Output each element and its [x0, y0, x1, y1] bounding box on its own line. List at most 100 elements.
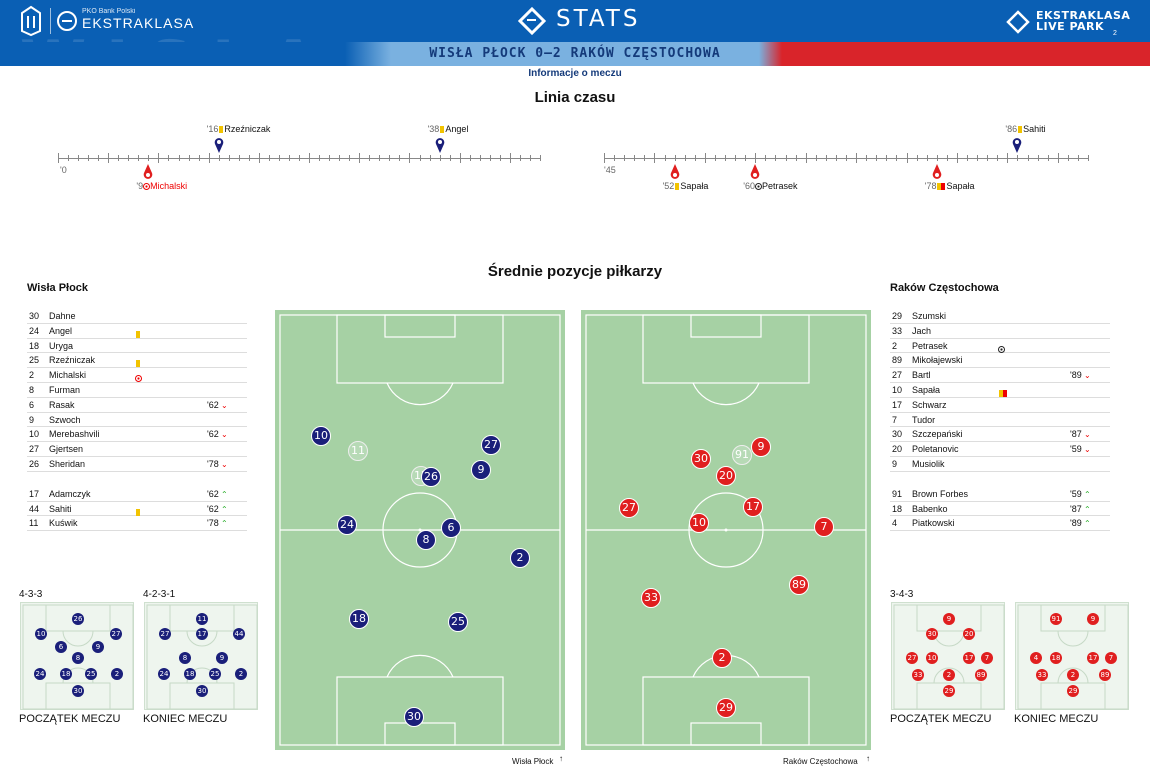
timeline-tick [835, 155, 837, 161]
timeline-marker-icon[interactable] [750, 164, 760, 185]
roster-row: 25 Rzeźniczak [27, 353, 247, 369]
timeline-tick [379, 155, 381, 161]
player-position-dot[interactable]: 10 [689, 513, 709, 533]
substitution-time: '62 ⌄ [207, 399, 228, 410]
home-roster: Wisła Płock 30 Dahne 24 Angel 18 Uryga 25 Rzeźn… [27, 282, 247, 532]
timeline-tick [449, 155, 451, 161]
player-position-dot[interactable]: 27 [619, 498, 639, 518]
player-position-dot[interactable]: 89 [789, 575, 809, 595]
timeline-tick [624, 155, 626, 161]
roster-row: 89 Mikołajewski [890, 353, 1110, 369]
player-number: 10 [892, 384, 903, 395]
player-position-dot[interactable]: 91 [732, 445, 752, 465]
timeline-tick [258, 153, 260, 163]
timeline-tick [359, 153, 361, 163]
timeline-tick [926, 155, 928, 161]
player-position-dot[interactable]: 25 [448, 612, 468, 632]
player-number: 30 [892, 429, 903, 440]
timeline-tick [319, 155, 321, 161]
timeline-tick [604, 153, 605, 163]
player-position-dot[interactable]: 30 [691, 449, 711, 469]
timeline-tick [88, 155, 90, 161]
formation-player-dot: 2 [943, 669, 955, 681]
player-name: Sapała [912, 384, 941, 395]
player-position-dot[interactable]: 7 [814, 517, 834, 537]
player-position-dot[interactable]: 8 [416, 530, 436, 550]
home-formation-end-caption: KONIEC MECZU [143, 713, 228, 725]
timeline-event: '86 Sahiti [1005, 124, 1045, 134]
timeline-tick [98, 155, 100, 161]
player-position-dot[interactable]: 27 [481, 435, 501, 455]
player-position-dot[interactable]: 2 [712, 648, 732, 668]
player-name: Angel [49, 325, 73, 336]
player-position-dot[interactable]: 33 [641, 588, 661, 608]
away-pitch: 30 91 9 20 27 17 10 7 89 33 2 29 [581, 310, 871, 750]
player-name: Sheridan [49, 458, 86, 469]
formation-player-dot: 91 [1050, 613, 1062, 625]
timeline-event: '60 Petrasek [743, 181, 797, 191]
player-name: Szumski [912, 311, 947, 321]
player-position-dot[interactable]: 17 [743, 497, 763, 517]
home-subs: 17 Adamczyk '62 ⌃ 44 Sahiti '62 ⌃ 11 Kuświk '78 … [27, 487, 247, 532]
player-name: Rzeźniczak [49, 355, 96, 366]
player-position-dot[interactable]: 24 [337, 515, 357, 535]
timeline-tick [188, 155, 190, 161]
ball-icon [135, 371, 142, 385]
timeline-tick [138, 155, 140, 161]
timeline-tick [654, 153, 656, 163]
player-position-dot[interactable]: 18 [349, 609, 369, 629]
player-position-dot[interactable]: 6 [441, 518, 461, 538]
timeline-marker-icon[interactable] [932, 164, 942, 185]
event-minute: '16 [206, 124, 219, 134]
player-position-dot[interactable]: 10 [311, 426, 331, 446]
timeline-tick [218, 155, 220, 161]
player-number: 18 [892, 503, 903, 514]
timeline-tick [886, 155, 888, 161]
player-number: 17 [892, 399, 903, 410]
player-position-dot[interactable]: 20 [716, 466, 736, 486]
player-position-dot[interactable]: 26 [421, 467, 441, 487]
player-number: 2 [892, 340, 898, 351]
player-position-dot[interactable]: 30 [404, 707, 424, 727]
formation-player-dot: 8 [179, 652, 191, 664]
timeline-tick [1007, 153, 1009, 163]
timeline-tick [369, 155, 371, 161]
timeline-marker-icon[interactable] [670, 164, 680, 185]
timeline-tick [805, 153, 807, 163]
player-number: 44 [29, 503, 40, 514]
timeline-tick [946, 155, 948, 161]
event-player: Petrasek [761, 181, 798, 191]
roster-row: 33 Jach [890, 324, 1110, 339]
timeline-marker-icon[interactable] [143, 164, 153, 185]
player-position-dot[interactable]: 9 [471, 460, 491, 480]
match-score: WISŁA PŁOCK 0–2 RAKÓW CZĘSTOCHOWA [395, 44, 755, 64]
formation-player-dot: 9 [92, 641, 104, 653]
player-number: 9 [892, 458, 898, 469]
roster-row: 10 Sapała [890, 383, 1110, 398]
roster-row: 26 Sheridan '78 ⌄ [27, 457, 247, 472]
event-minute: '86 [1005, 124, 1018, 134]
timeline-event: '16 Rzeźniczak [207, 124, 271, 134]
formation-player-dot: 27 [159, 628, 171, 640]
player-position-dot[interactable]: 9 [751, 437, 771, 457]
timeline-tick [846, 155, 847, 161]
timeline-marker-icon[interactable] [214, 137, 224, 158]
player-name: Schwarz [912, 399, 947, 410]
player-number: 10 [29, 429, 40, 440]
timeline-marker-icon[interactable] [1012, 137, 1022, 158]
formation-player-dot: 2 [1067, 669, 1079, 681]
player-position-dot[interactable]: 11 [348, 441, 368, 461]
formation-player-dot: 89 [1099, 669, 1111, 681]
player-number: 91 [892, 488, 903, 499]
home-pitch-footer: Wisła Płock [512, 757, 554, 766]
player-position-dot[interactable]: 29 [716, 698, 736, 718]
timeline-tick [815, 155, 817, 161]
timeline-marker-icon[interactable] [435, 137, 445, 158]
home-formation-end: 11 27 17 44 8 9 24 18 25 2 30 [144, 602, 258, 710]
player-number: 6 [29, 399, 35, 410]
home-formation-start: 26 10 27 6 9 8 24 18 25 2 30 [20, 602, 134, 710]
timeline-tick [58, 153, 59, 163]
home-formation-start-label: 4-3-3 [19, 589, 43, 600]
match-info-link[interactable]: Informacje o meczu [528, 68, 622, 79]
player-position-dot[interactable]: 2 [510, 548, 530, 568]
